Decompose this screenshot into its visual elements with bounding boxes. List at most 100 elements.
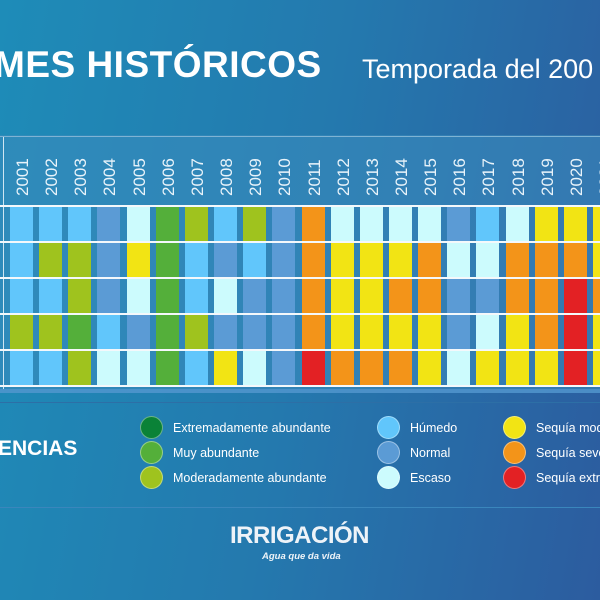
legend-item: Sequía extre (503, 466, 600, 489)
year-label: 2007 (187, 158, 207, 196)
year-label: 2012 (333, 158, 353, 196)
heatmap-cell (534, 243, 558, 278)
legend-title: ENCIAS (0, 437, 78, 460)
heatmap-cell (563, 279, 587, 314)
heatmap-cell (214, 207, 238, 242)
heatmap-cell (330, 279, 354, 314)
heatmap-cell (155, 351, 179, 386)
year-label: 2015 (421, 158, 441, 196)
heatmap-cell (272, 279, 296, 314)
heatmap-cell (214, 315, 238, 350)
heatmap-cell (447, 279, 471, 314)
legend-swatch (377, 466, 400, 489)
legend-swatch (140, 466, 163, 489)
heatmap-cell (39, 207, 63, 242)
heatmap-cell (68, 243, 92, 278)
heatmap-cell (126, 351, 150, 386)
grid-line (0, 313, 600, 315)
heatmap-cell (155, 207, 179, 242)
heatmap-cell (39, 351, 63, 386)
legend-item: Muy abundante (140, 441, 259, 464)
heatmap-cell (534, 279, 558, 314)
legend-item: Normal (377, 441, 450, 464)
heatmap-cell (359, 279, 383, 314)
legend-label: Húmedo (410, 420, 458, 435)
divider (3, 137, 4, 389)
legend-item: Extremadamente abundante (140, 416, 331, 439)
heatmap-cell (97, 351, 121, 386)
heatmap-cell (97, 207, 121, 242)
heatmap-cell (214, 243, 238, 278)
heatmap-cell (418, 351, 442, 386)
year-label: 2013 (362, 158, 382, 196)
heatmap-cell (388, 243, 412, 278)
heatmap-cell (184, 351, 208, 386)
heatmap-cell (301, 207, 325, 242)
heatmap-cell (243, 351, 267, 386)
year-label: 2006 (158, 158, 178, 196)
heatmap-cell (359, 315, 383, 350)
heatmap-cell (505, 315, 529, 350)
year-label: 2001 (13, 158, 32, 196)
year-label: 2003 (71, 158, 91, 196)
heatmap-cell (330, 315, 354, 350)
heatmap-cell (330, 243, 354, 278)
logo-tagline: Agua que da vida (262, 551, 341, 562)
heatmap-cell (184, 279, 208, 314)
heatmap-cell (126, 279, 150, 314)
heatmap-cell (214, 279, 238, 314)
heatmap-cell (68, 207, 92, 242)
year-label: 2020 (566, 158, 586, 196)
heatmap-cell (563, 315, 587, 350)
legend-swatch (503, 416, 526, 439)
heatmap-cell (155, 315, 179, 350)
heatmap-cell (563, 243, 587, 278)
heatmap-cell (126, 243, 150, 278)
heatmap-cell (505, 351, 529, 386)
legend-label: Sequía mode (536, 420, 600, 435)
heatmap-cell (272, 207, 296, 242)
heatmap-cell (272, 315, 296, 350)
heatmap-cell (184, 315, 208, 350)
year-label: 2009 (246, 158, 266, 196)
heatmap-cell (97, 315, 121, 350)
legend-label: Extremadamente abundante (173, 420, 331, 435)
grid-line (0, 205, 600, 207)
legend-swatch (377, 441, 400, 464)
heatmap-cell (39, 315, 63, 350)
heatmap-cell (214, 351, 238, 386)
heatmap-cell (534, 351, 558, 386)
divider (0, 402, 600, 403)
divider (0, 507, 600, 508)
heatmap-cell (301, 351, 325, 386)
heatmap-cell (593, 243, 600, 278)
heatmap-cell (10, 351, 33, 386)
heatmap-cell (418, 243, 442, 278)
legend-item: Sequía mode (503, 416, 600, 439)
heatmap-cell (301, 279, 325, 314)
heatmap-cell (301, 243, 325, 278)
heatmap-cell (418, 315, 442, 350)
legend-label: Muy abundante (173, 445, 260, 460)
heatmap-cell (476, 207, 500, 242)
grid-line (0, 277, 600, 279)
heatmap-cell (359, 351, 383, 386)
heatmap-cell (97, 279, 121, 314)
heatmap-cell (97, 243, 121, 278)
legend-swatch (503, 441, 526, 464)
heatmap-cell (447, 243, 471, 278)
heatmap-cell (272, 243, 296, 278)
year-label: 2008 (217, 158, 237, 196)
heatmap-cell (68, 351, 92, 386)
divider (0, 136, 600, 137)
legend-item: Húmedo (377, 416, 457, 439)
legend-swatch (140, 441, 163, 464)
heatmap-cell (563, 207, 587, 242)
heatmap-cell (10, 243, 33, 278)
heatmap-cell (505, 243, 529, 278)
year-label: 2004 (100, 158, 120, 196)
heatmap-cell (243, 207, 267, 242)
heatmap-cell (593, 207, 600, 242)
heatmap-cell (505, 207, 529, 242)
year-label: 2016 (450, 158, 470, 196)
